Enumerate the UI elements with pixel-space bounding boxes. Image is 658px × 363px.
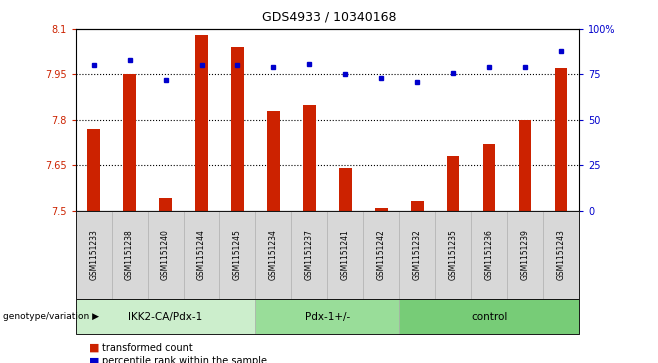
- Bar: [267, 111, 280, 211]
- Bar: [339, 168, 351, 211]
- Bar: [555, 68, 567, 211]
- Text: GSM1151232: GSM1151232: [413, 230, 422, 280]
- Text: GSM1151240: GSM1151240: [161, 229, 170, 281]
- Text: GSM1151237: GSM1151237: [305, 229, 314, 281]
- Bar: [159, 199, 172, 211]
- Bar: [447, 156, 459, 211]
- Bar: [88, 129, 100, 211]
- Bar: [375, 208, 388, 211]
- Text: percentile rank within the sample: percentile rank within the sample: [102, 356, 267, 363]
- Text: GSM1151245: GSM1151245: [233, 229, 242, 281]
- Text: GSM1151244: GSM1151244: [197, 229, 206, 281]
- Bar: [123, 74, 136, 211]
- Text: GDS4933 / 10340168: GDS4933 / 10340168: [262, 11, 396, 24]
- Text: Pdx-1+/-: Pdx-1+/-: [305, 312, 350, 322]
- Text: ■: ■: [89, 356, 99, 363]
- Text: GSM1151242: GSM1151242: [377, 230, 386, 280]
- Bar: [483, 144, 495, 211]
- Bar: [303, 105, 316, 211]
- Text: GSM1151236: GSM1151236: [485, 229, 494, 281]
- Text: GSM1151241: GSM1151241: [341, 230, 350, 280]
- Bar: [411, 201, 424, 211]
- Bar: [519, 120, 532, 211]
- Text: transformed count: transformed count: [102, 343, 193, 353]
- Text: control: control: [471, 312, 507, 322]
- Text: GSM1151233: GSM1151233: [89, 229, 98, 281]
- Text: GSM1151239: GSM1151239: [520, 229, 530, 281]
- Bar: [195, 35, 208, 211]
- Text: GSM1151234: GSM1151234: [269, 229, 278, 281]
- Text: GSM1151238: GSM1151238: [125, 230, 134, 280]
- Text: genotype/variation ▶: genotype/variation ▶: [3, 312, 99, 321]
- Text: IKK2-CA/Pdx-1: IKK2-CA/Pdx-1: [128, 312, 203, 322]
- Text: GSM1151235: GSM1151235: [449, 229, 458, 281]
- Bar: [231, 47, 243, 211]
- Text: GSM1151243: GSM1151243: [557, 229, 566, 281]
- Text: ■: ■: [89, 343, 99, 353]
